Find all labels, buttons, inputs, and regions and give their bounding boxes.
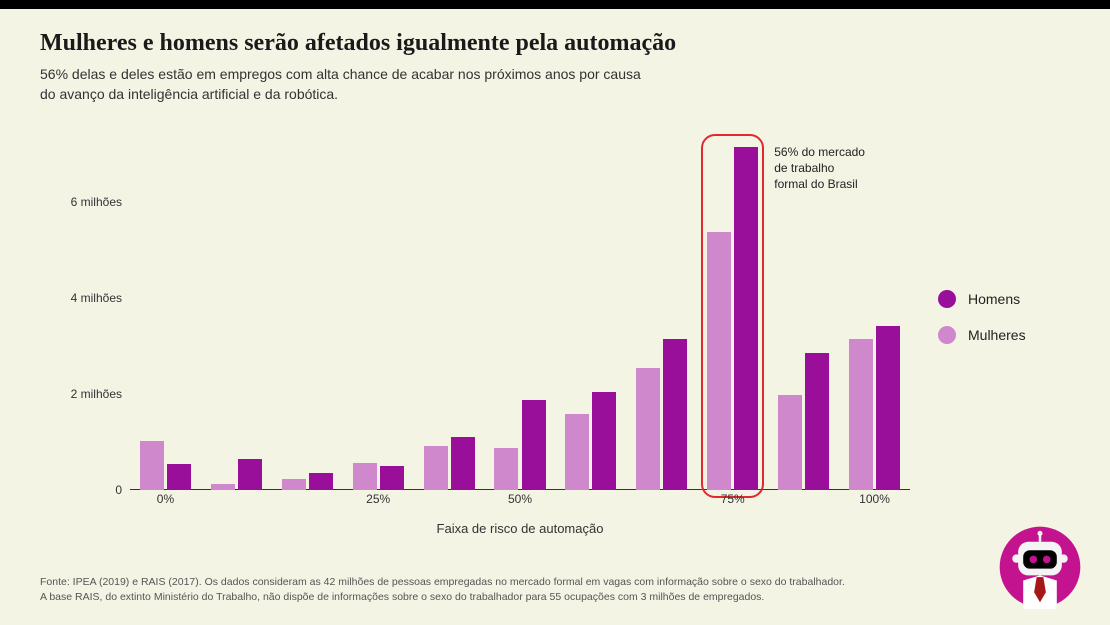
subtitle-line-1: 56% delas e deles estão em empregos com … (40, 66, 641, 82)
bar (522, 400, 546, 490)
subtitle-line-2: do avanço da inteligência artificial e d… (40, 86, 338, 102)
x-axis-labels: 0% 25% 50% 75% 100% (130, 492, 910, 510)
bar (778, 395, 802, 490)
chart-container: 0 2 milhões 4 milhões 6 milhões 0% 25% 50% 75%… (40, 140, 910, 530)
footnote: Fonte: IPEA (2019) e RAIS (2017). Os dad… (40, 575, 960, 605)
legend: Homens Mulheres (938, 290, 1078, 362)
legend-item: Mulheres (938, 326, 1078, 344)
bar (734, 147, 758, 490)
annotation-line-3: formal do Brasil (774, 177, 857, 191)
bar (805, 353, 829, 490)
bar (140, 441, 164, 490)
x-tick-label: 100% (859, 492, 890, 506)
legend-swatch (938, 290, 956, 308)
bar (592, 392, 616, 490)
bar (353, 463, 377, 490)
y-tick-label: 2 milhões (71, 387, 122, 401)
bar (380, 466, 404, 490)
y-tick-label: 6 milhões (71, 195, 122, 209)
bar (451, 437, 475, 490)
footnote-line-1: Fonte: IPEA (2019) e RAIS (2017). Os dad… (40, 576, 845, 588)
x-tick-label: 0% (157, 492, 174, 506)
y-tick-label: 4 milhões (71, 291, 122, 305)
bar (167, 464, 191, 490)
annotation-line-2: de trabalho (774, 161, 834, 175)
annotation-line-1: 56% do mercado (774, 145, 865, 159)
robot-badge-icon (998, 525, 1082, 609)
bar (282, 479, 306, 490)
footnote-line-2: A base RAIS, do extinto Ministério do Tr… (40, 591, 764, 603)
y-axis: 02 milhões4 milhões6 milhões (40, 140, 130, 490)
x-tick-label: 50% (508, 492, 532, 506)
legend-swatch (938, 326, 956, 344)
bar (707, 232, 731, 490)
bar (565, 414, 589, 490)
bar (636, 368, 660, 490)
bar (494, 448, 518, 490)
x-axis-title: Faixa de risco de automação (130, 521, 910, 536)
x-tick-label: 75% (721, 492, 745, 506)
bar (876, 326, 900, 490)
bar (211, 484, 235, 490)
legend-label: Homens (968, 291, 1020, 307)
highlight-annotation: 56% do mercado de trabalho formal do Bra… (774, 144, 865, 193)
bar (309, 473, 333, 490)
page-title: Mulheres e homens serão afetados igualme… (40, 30, 676, 57)
x-tick-label: 25% (366, 492, 390, 506)
legend-item: Homens (938, 290, 1078, 308)
bar (849, 339, 873, 491)
bar (238, 459, 262, 490)
bar (663, 339, 687, 491)
y-tick-label: 0 (115, 483, 122, 497)
top-black-bar (0, 0, 1110, 9)
bar (424, 446, 448, 490)
page-subtitle: 56% delas e deles estão em empregos com … (40, 64, 641, 105)
legend-label: Mulheres (968, 327, 1026, 343)
